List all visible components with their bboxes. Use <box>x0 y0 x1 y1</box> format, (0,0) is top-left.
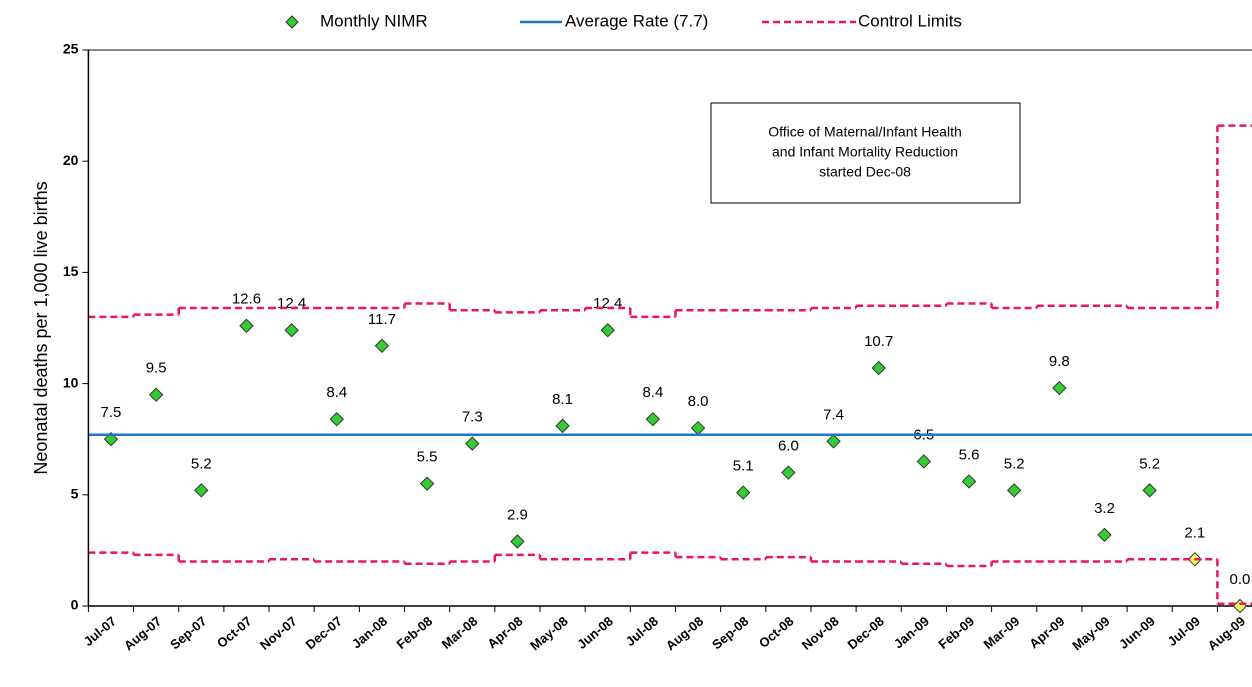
data-label: 8.4 <box>326 384 347 401</box>
data-label: 5.2 <box>1004 455 1025 472</box>
x-tick-label: Apr-09 <box>1026 613 1067 651</box>
data-point <box>284 323 299 338</box>
data-point <box>781 465 796 480</box>
data-point <box>148 387 164 402</box>
data-point <box>510 534 525 549</box>
data-point <box>465 436 480 451</box>
x-tick-label: Oct-07 <box>214 613 255 651</box>
data-label: 5.2 <box>1139 455 1160 472</box>
data-label: 12.4 <box>277 295 306 312</box>
data-point <box>329 411 344 427</box>
x-tick-label: Feb-08 <box>393 613 435 651</box>
data-point <box>871 360 886 376</box>
x-tick-label: Sep-07 <box>167 613 209 652</box>
data-label: 5.6 <box>959 446 980 463</box>
y-tick-label: 25 <box>63 41 79 57</box>
data-label: 12.4 <box>593 295 622 312</box>
y-tick-label: 15 <box>63 263 79 279</box>
data-point <box>1097 527 1112 543</box>
data-point <box>690 420 706 436</box>
data-label: 5.5 <box>417 449 438 466</box>
data-label: 6.0 <box>778 438 799 455</box>
x-tick-label: Jul-08 <box>623 613 661 649</box>
x-tick-label: May-09 <box>1069 613 1112 653</box>
x-tick-label: Feb-09 <box>935 613 977 651</box>
y-tick-label: 5 <box>71 486 79 502</box>
data-label: 8.1 <box>552 391 573 408</box>
x-tick-label: Dec-08 <box>845 613 887 652</box>
data-point <box>374 338 390 353</box>
data-point <box>555 418 570 434</box>
legend-label: Average Rate (7.7) <box>565 11 708 30</box>
x-tick-label: Jul-09 <box>1165 613 1203 649</box>
x-tick-label: Sep-08 <box>709 613 751 652</box>
data-point <box>826 434 841 449</box>
data-point <box>419 476 435 491</box>
y-axis-label: Neonatal deaths per 1,000 live births <box>31 181 51 474</box>
data-label: 3.2 <box>1094 500 1115 517</box>
data-label: 9.8 <box>1049 353 1070 370</box>
y-tick-label: 20 <box>63 152 79 168</box>
x-tick-label: Jun-09 <box>1116 613 1158 651</box>
x-tick-label: Mar-08 <box>439 613 481 651</box>
x-tick-label: Jul-07 <box>81 613 119 649</box>
x-tick-label: Jan-09 <box>891 613 932 651</box>
data-point <box>961 474 977 489</box>
x-tick-label: Aug-07 <box>121 613 164 653</box>
legend-swatch <box>285 15 299 29</box>
x-tick-label: Aug-09 <box>1205 613 1248 653</box>
data-label: 7.3 <box>462 409 483 426</box>
data-point <box>645 411 661 427</box>
x-tick-label: Jun-08 <box>574 613 616 651</box>
data-point <box>600 323 615 338</box>
annotation-box <box>710 102 1021 204</box>
data-label: 2.1 <box>1184 524 1205 541</box>
x-tick-label: Dec-07 <box>303 613 345 652</box>
data-label: 7.4 <box>823 406 844 423</box>
legend-label: Control Limits <box>858 11 962 30</box>
data-point <box>736 485 751 500</box>
data-point <box>1142 483 1157 498</box>
data-label: 10.7 <box>864 333 893 350</box>
data-label: 0.0 <box>1230 571 1251 588</box>
data-point <box>1052 380 1067 396</box>
data-point <box>1006 483 1022 498</box>
data-label: 5.1 <box>733 458 754 475</box>
x-tick-label: Aug-08 <box>663 613 706 653</box>
data-label: 9.5 <box>146 360 167 377</box>
legend-label: Monthly NIMR <box>320 11 428 30</box>
data-point <box>194 483 209 498</box>
annotation-line: and Infant Mortality Reduction <box>772 144 958 160</box>
annotation-line: started Dec-08 <box>819 164 911 180</box>
y-tick-label: 0 <box>71 597 79 613</box>
data-label: 12.6 <box>232 291 261 308</box>
x-tick-label: Nov-07 <box>257 613 300 652</box>
annotation-line: Office of Maternal/Infant Health <box>768 124 962 140</box>
x-tick-label: Mar-09 <box>981 613 1023 651</box>
x-tick-label: Nov-08 <box>799 613 842 652</box>
data-point <box>239 318 254 333</box>
x-tick-label: Oct-08 <box>756 613 797 651</box>
data-label: 8.0 <box>688 393 709 410</box>
x-tick-label: Jan-08 <box>349 613 390 651</box>
data-point <box>1232 598 1248 614</box>
data-label: 2.9 <box>507 506 528 523</box>
data-point <box>916 454 932 469</box>
data-label: 8.4 <box>642 384 663 401</box>
data-label: 11.7 <box>368 311 396 328</box>
x-tick-label: Apr-08 <box>484 613 525 651</box>
data-label: 5.2 <box>191 455 212 472</box>
x-tick-label: May-08 <box>527 613 570 653</box>
data-label: 7.5 <box>101 404 122 421</box>
y-tick-label: 10 <box>63 374 79 390</box>
